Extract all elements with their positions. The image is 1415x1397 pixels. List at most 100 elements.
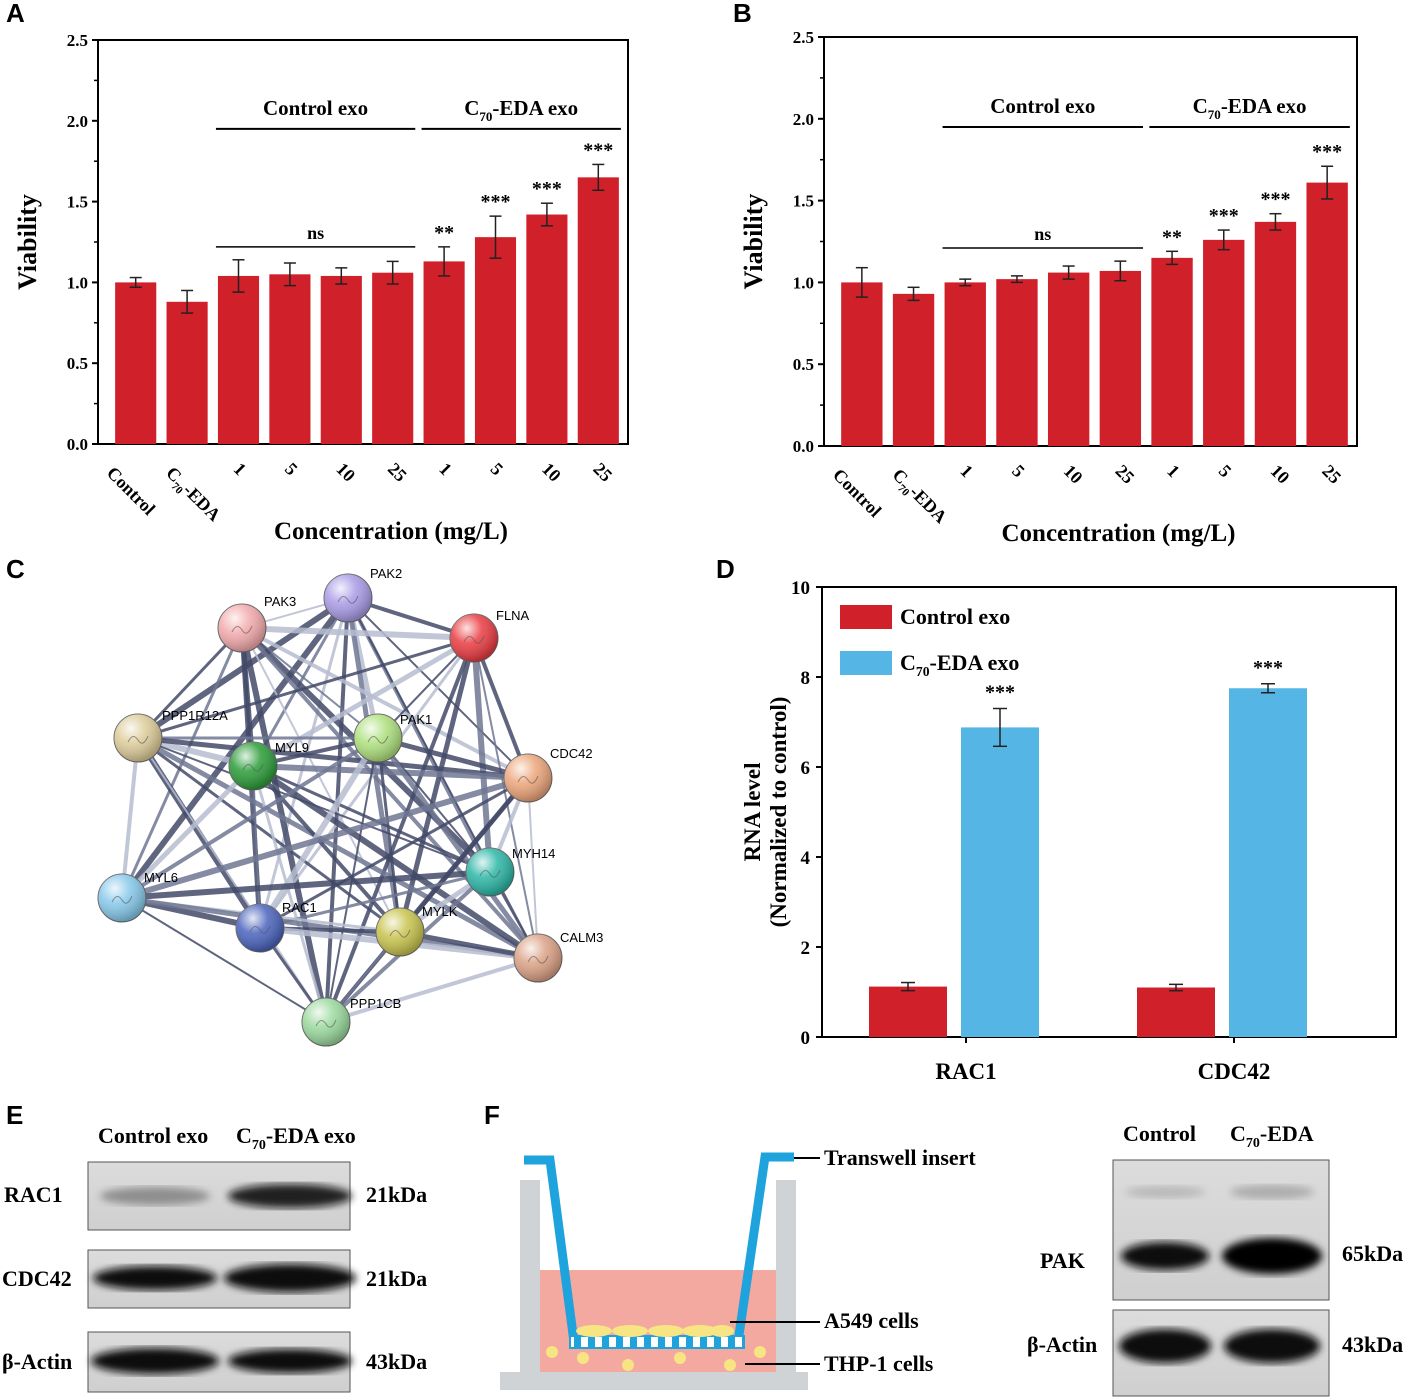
protein-network: PAK2 PAK3 FLNA PPP1R12A MYL9 PAK1 CDC42 MYH14 MY…: [97, 566, 603, 1047]
blot-f-row-label-actin: β-Actin: [1027, 1332, 1097, 1357]
network-edge: [252, 764, 491, 874]
a549-cells: [576, 1325, 734, 1337]
significance-label: **: [1162, 226, 1182, 248]
node-structure: [242, 763, 264, 772]
y-tick-label: 0.0: [67, 435, 88, 454]
significance-label: ***: [985, 682, 1015, 704]
node-gloss: [324, 574, 372, 622]
network-edge: [252, 763, 529, 781]
x-tick-label: C70-EDA: [159, 463, 224, 528]
bar: [961, 727, 1039, 1037]
thp1-cell: [674, 1352, 686, 1364]
blot-e-size-cdc42: 21kDa: [366, 1266, 427, 1291]
network-edge: [347, 597, 539, 959]
y-tick-label: 6: [801, 758, 811, 779]
node-label: MYL9: [275, 740, 309, 755]
node-structure: [527, 955, 549, 964]
insert-wall-right: [733, 1152, 794, 1343]
x-tick-label: 1: [956, 461, 977, 482]
a549-cell: [612, 1325, 648, 1337]
node-gloss: [450, 614, 498, 662]
blot-e-cdc42-band-1: [93, 1266, 217, 1290]
y-tick-label: 1.0: [793, 273, 814, 292]
network-edge: [259, 776, 529, 930]
node-gloss: [504, 754, 552, 802]
bar: [166, 301, 208, 444]
x-tick-label: 5: [281, 459, 302, 480]
thp1-cell: [577, 1352, 589, 1364]
blot-e-cdc42-band-2: [224, 1264, 356, 1292]
network-edge: [136, 735, 540, 961]
network-edge: [240, 626, 540, 960]
node-structure: [249, 925, 271, 934]
x-tick-label: 5: [1215, 461, 1236, 482]
bar: [1254, 221, 1297, 446]
network-edge: [258, 597, 350, 929]
node-gloss: [98, 874, 146, 922]
network-edge: [471, 637, 493, 873]
bar: [115, 282, 157, 444]
node-label: CALM3: [560, 930, 603, 945]
network-edge: [252, 765, 261, 929]
a549-cell: [648, 1325, 684, 1337]
node-gloss: [218, 604, 266, 652]
x-axis-label: Concentration (mg/L): [1002, 520, 1236, 547]
blot-f-pak-band-1: [1121, 1242, 1209, 1270]
blot-e-rac1-band-2: [228, 1184, 352, 1208]
node-label: MYLK: [422, 904, 458, 919]
network-edge: [472, 637, 530, 779]
blot-f-row-label-pak: PAK: [1040, 1248, 1085, 1273]
network-edge: [377, 735, 529, 781]
y-tick-label: 4: [801, 848, 811, 869]
blot-f-size-actin: 43kDa: [1342, 1332, 1403, 1357]
bar: [1137, 987, 1215, 1037]
node-gloss: [229, 742, 277, 790]
y-axis-label: Viability: [739, 194, 768, 290]
node-structure: [111, 895, 133, 904]
significance-label: ***: [532, 178, 562, 200]
blot-e-row-label-rac1: RAC1: [4, 1182, 63, 1207]
well-base: [500, 1372, 808, 1390]
a549-cell: [710, 1325, 734, 1337]
x-tick-label: RAC1: [935, 1059, 996, 1084]
y-tick-label: 1.0: [67, 273, 88, 292]
a549-cell: [682, 1325, 718, 1337]
panel-label-a: A: [6, 0, 25, 28]
network-edge: [251, 764, 402, 934]
chart-d: 0 2 4 6 8 10 RNA level (Normalized to control) R…: [740, 578, 1397, 1084]
network-edge: [324, 637, 476, 1023]
blot-e-actin-band-1: [91, 1348, 219, 1374]
network-edge: [120, 736, 380, 900]
node-label: PAK3: [264, 594, 296, 609]
blot-f-actin-band-2: [1224, 1329, 1320, 1363]
bar: [996, 279, 1038, 446]
y-tick-label: 10: [791, 578, 810, 599]
insert-membrane: [569, 1335, 745, 1349]
x-tick-label: 25: [1318, 461, 1345, 488]
network-edge: [473, 637, 539, 959]
x-tick-label: Control: [829, 465, 885, 521]
network-edge: [137, 735, 529, 781]
node-label: MYH14: [512, 846, 555, 861]
network-edge: [137, 737, 327, 1023]
network-edge: [251, 763, 540, 961]
bar: [1203, 239, 1245, 446]
x-tick-label: 5: [1008, 461, 1029, 482]
y-tick-label: 2: [801, 938, 811, 959]
x-tick-label: C70-EDA: [886, 465, 951, 530]
network-edge: [121, 775, 529, 901]
blot-e-row-label-actin: β-Actin: [2, 1349, 72, 1374]
panel-label-c: C: [6, 554, 25, 584]
bar: [1229, 688, 1307, 1037]
blot-f-lane-c70: C70-EDA: [1230, 1121, 1314, 1151]
bar: [423, 261, 465, 444]
bar: [944, 282, 986, 446]
x-axis-label: Concentration (mg/L): [274, 518, 508, 545]
network-edge: [120, 737, 140, 899]
blot-f-actin-band-1: [1119, 1329, 1211, 1363]
network-edge: [258, 637, 476, 929]
legend-swatch: [840, 651, 892, 675]
x-tick-label: 25: [384, 459, 411, 486]
network-edge: [137, 736, 401, 934]
x-tick-label: CDC42: [1198, 1059, 1271, 1084]
